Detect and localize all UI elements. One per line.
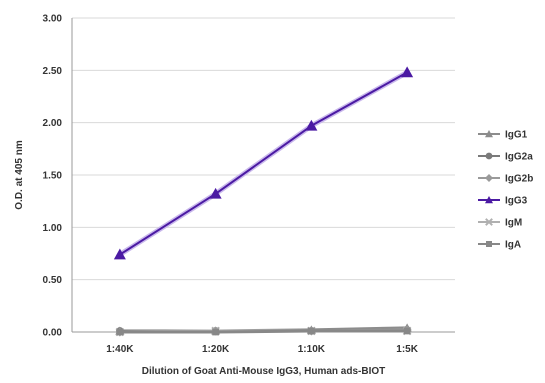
x-tick-label: 1:5K [396, 344, 418, 355]
legend-item: IgG2b [478, 174, 533, 185]
legend-marker [486, 241, 492, 247]
y-tick-label: 3.00 [43, 14, 63, 25]
y-tick-label: 1.50 [43, 171, 63, 182]
data-point-igg3 [401, 66, 414, 78]
y-axis-title: O.D. at 405 nm [14, 140, 25, 210]
legend-item: IgA [478, 240, 521, 251]
legend-marker [485, 152, 493, 160]
data-point-iga [116, 328, 124, 336]
legend-label: IgG1 [505, 130, 528, 141]
x-axis-title: Dilution of Goat Anti-Mouse IgG3, Human … [142, 366, 386, 377]
series [113, 66, 414, 337]
series-line-igg3 [119, 71, 408, 256]
x-tick-label: 1:10K [298, 344, 326, 355]
legend-item: IgM [478, 218, 522, 229]
data-point-igg3 [113, 248, 126, 260]
y-tick-label: 0.50 [43, 275, 63, 286]
legend: IgG1 IgG2a IgG2b IgG3 IgM IgA [478, 130, 533, 251]
x-tick-label: 1:40K [106, 344, 134, 355]
data-point-iga [403, 327, 411, 335]
legend-label: IgG3 [505, 196, 528, 207]
y-tick-label: 1.00 [43, 223, 63, 234]
legend-item: IgG2a [478, 152, 533, 163]
data-point-igg3 [305, 119, 318, 131]
legend-item: IgG3 [478, 196, 528, 207]
legend-marker [485, 174, 493, 182]
legend-label: IgA [505, 240, 521, 251]
legend-label: IgM [505, 218, 522, 229]
data-point-iga [308, 327, 315, 335]
legend-marker [485, 196, 493, 204]
data-point-igg3 [209, 187, 222, 199]
y-tick-label: 2.50 [43, 66, 63, 77]
legend-item: IgG1 [478, 130, 528, 141]
legend-marker [485, 130, 493, 138]
legend-label: IgG2a [505, 152, 533, 163]
legend-label: IgG2b [505, 174, 533, 185]
y-tick-label: 2.00 [43, 118, 63, 129]
y-ticks: 0.00 0.50 1.00 1.50 2.00 2.50 3.00 [43, 14, 63, 339]
data-point-iga [212, 328, 219, 336]
grid [72, 17, 455, 281]
x-tick-label: 1:20K [202, 344, 230, 355]
series-line-iga [119, 329, 408, 334]
y-tick-label: 0.00 [43, 328, 63, 339]
legend-marker [485, 218, 493, 226]
x-ticks: 1:40K 1:20K 1:10K 1:5K [106, 344, 418, 355]
